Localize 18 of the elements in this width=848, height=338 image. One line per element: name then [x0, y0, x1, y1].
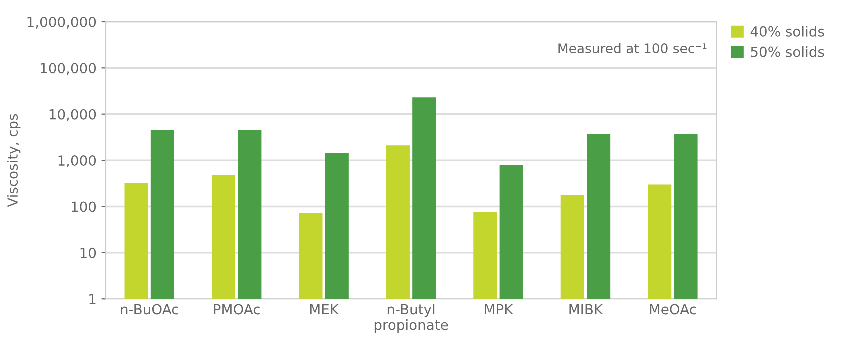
x-tick-label: MEK [310, 304, 340, 315]
x-tick-label: n-Butyl propionate [374, 304, 448, 333]
annotation: Measured at 100 sec⁻¹ [558, 43, 707, 54]
y-axis-title: Viscosity, cps [7, 114, 21, 208]
x-tick-label: PMOAc [214, 304, 260, 315]
x-tick-label: n-BuOAc [121, 304, 178, 315]
legend-label: 50% solids [751, 46, 824, 58]
y-tick-label: 10 [80, 248, 96, 258]
x-tick-label: MIBK [570, 304, 604, 315]
x-tick-label: MPK [485, 304, 514, 315]
legend-label: 40% solids [750, 26, 824, 37]
y-tick-label: 1,000,000 [28, 16, 96, 29]
y-tick-label: 1,000 [58, 156, 96, 168]
x-tick-label: MeOAc [650, 304, 696, 315]
y-tick-label: 1 [90, 294, 96, 304]
y-tick-label: 10,000 [50, 109, 96, 122]
y-tick-label: 100,000 [41, 63, 96, 76]
y-tick-label: 100 [72, 202, 96, 212]
